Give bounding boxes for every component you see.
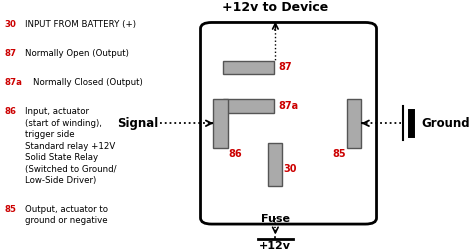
Text: 87a: 87a xyxy=(279,101,299,111)
FancyBboxPatch shape xyxy=(223,61,274,74)
Text: Fuse: Fuse xyxy=(261,214,290,224)
Text: 85: 85 xyxy=(4,205,16,214)
Text: Normally Open (Output): Normally Open (Output) xyxy=(25,49,128,58)
FancyBboxPatch shape xyxy=(201,22,376,224)
Text: 30: 30 xyxy=(283,164,297,174)
Text: Signal: Signal xyxy=(117,117,158,130)
FancyBboxPatch shape xyxy=(268,143,283,186)
Text: 87: 87 xyxy=(4,49,17,58)
FancyBboxPatch shape xyxy=(213,99,228,148)
FancyBboxPatch shape xyxy=(223,100,274,113)
Text: 87a: 87a xyxy=(4,78,22,87)
FancyBboxPatch shape xyxy=(347,99,361,148)
Text: 87: 87 xyxy=(279,62,292,72)
Text: Normally Closed (Output): Normally Closed (Output) xyxy=(34,78,143,87)
Text: INPUT FROM BATTERY (+): INPUT FROM BATTERY (+) xyxy=(25,20,136,29)
Text: Input, actuator
(start of winding),
trigger side
Standard relay +12V
Solid State: Input, actuator (start of winding), trig… xyxy=(25,108,116,185)
Text: Ground: Ground xyxy=(421,117,470,130)
Text: 86: 86 xyxy=(4,108,17,116)
Text: +12v to Device: +12v to Device xyxy=(222,1,328,14)
Text: 86: 86 xyxy=(228,149,242,159)
Text: +12v: +12v xyxy=(259,241,292,251)
Text: 30: 30 xyxy=(4,20,16,29)
Text: Output, actuator to
ground or negative: Output, actuator to ground or negative xyxy=(25,205,108,225)
Text: 85: 85 xyxy=(333,149,346,159)
